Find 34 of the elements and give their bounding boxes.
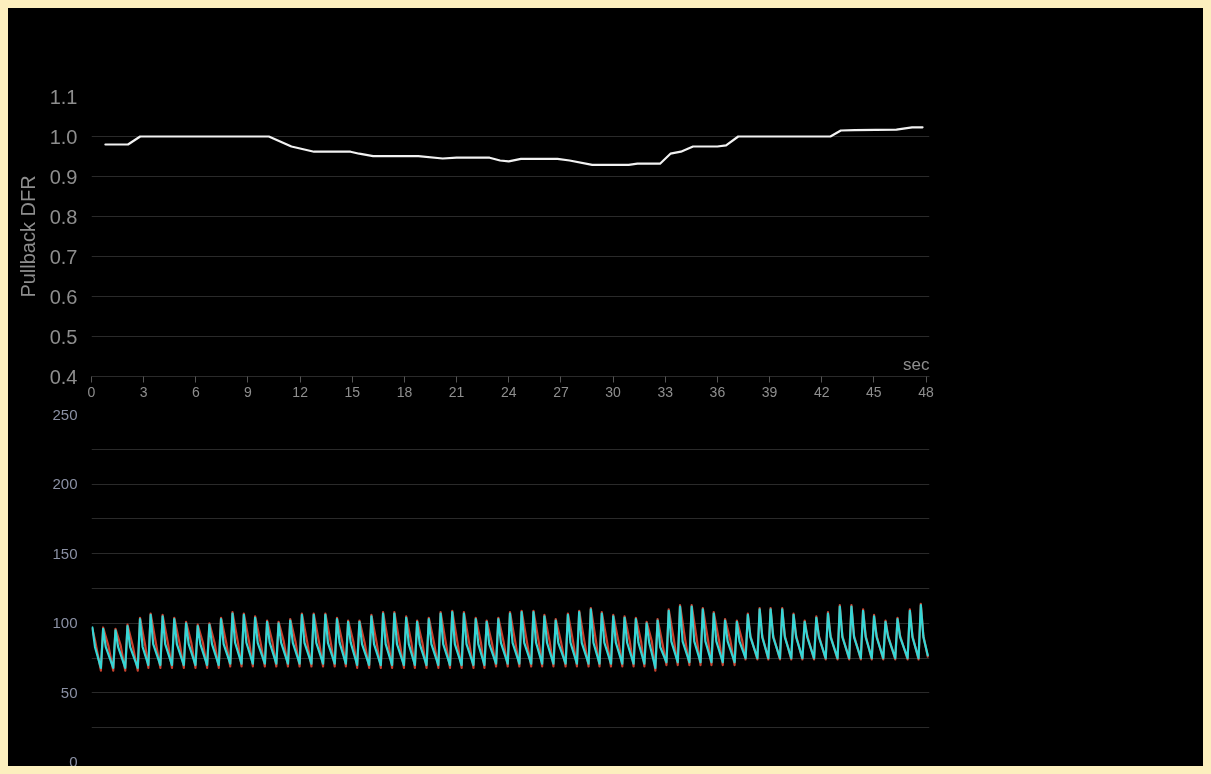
x-tick-label: 18 [396, 383, 413, 400]
x-tick-label: 33 [657, 383, 674, 400]
y-tick-label: 0.7 [49, 245, 78, 268]
x-tick-label: 39 [761, 383, 778, 400]
y-tick-label: 1.1 [49, 85, 78, 108]
y-tick-label: 200 [52, 475, 78, 493]
x-tick-label: 45 [866, 383, 882, 400]
x-tick-label: 30 [605, 383, 622, 400]
y-tick-label: 1.0 [49, 125, 78, 148]
x-tick-label: 42 [813, 383, 830, 400]
x-tick-label: 15 [344, 383, 361, 400]
y-tick-label: 100 [52, 614, 78, 632]
x-tick-label: 12 [292, 383, 309, 400]
y-tick-label: 0.6 [49, 285, 78, 308]
y-tick-label: 150 [52, 544, 78, 562]
x-tick-label: 0 [87, 383, 96, 400]
y-tick-label: 0.5 [49, 325, 78, 348]
x-tick-label: 9 [244, 383, 253, 400]
line-series [104, 126, 924, 166]
y-axis-title: Pullback DFR [16, 175, 39, 298]
x-tick-label: 24 [500, 383, 517, 400]
x-tick-label: 36 [709, 383, 726, 400]
y-tick-label: 0 [69, 752, 78, 770]
x-axis-title: sec [903, 354, 930, 374]
x-tick-label: 21 [448, 383, 465, 400]
y-tick-label: 0.9 [49, 165, 78, 188]
x-tick-label: 6 [191, 383, 200, 400]
y-tick-label: 0.4 [49, 365, 78, 388]
y-tick-label: 250 [52, 405, 78, 423]
y-tick-label: 50 [60, 683, 78, 701]
x-tick-label: 27 [553, 383, 569, 400]
x-tick-label: 3 [139, 383, 148, 400]
y-tick-label: 0.8 [49, 205, 78, 228]
x-tick-label: 48 [918, 383, 935, 400]
